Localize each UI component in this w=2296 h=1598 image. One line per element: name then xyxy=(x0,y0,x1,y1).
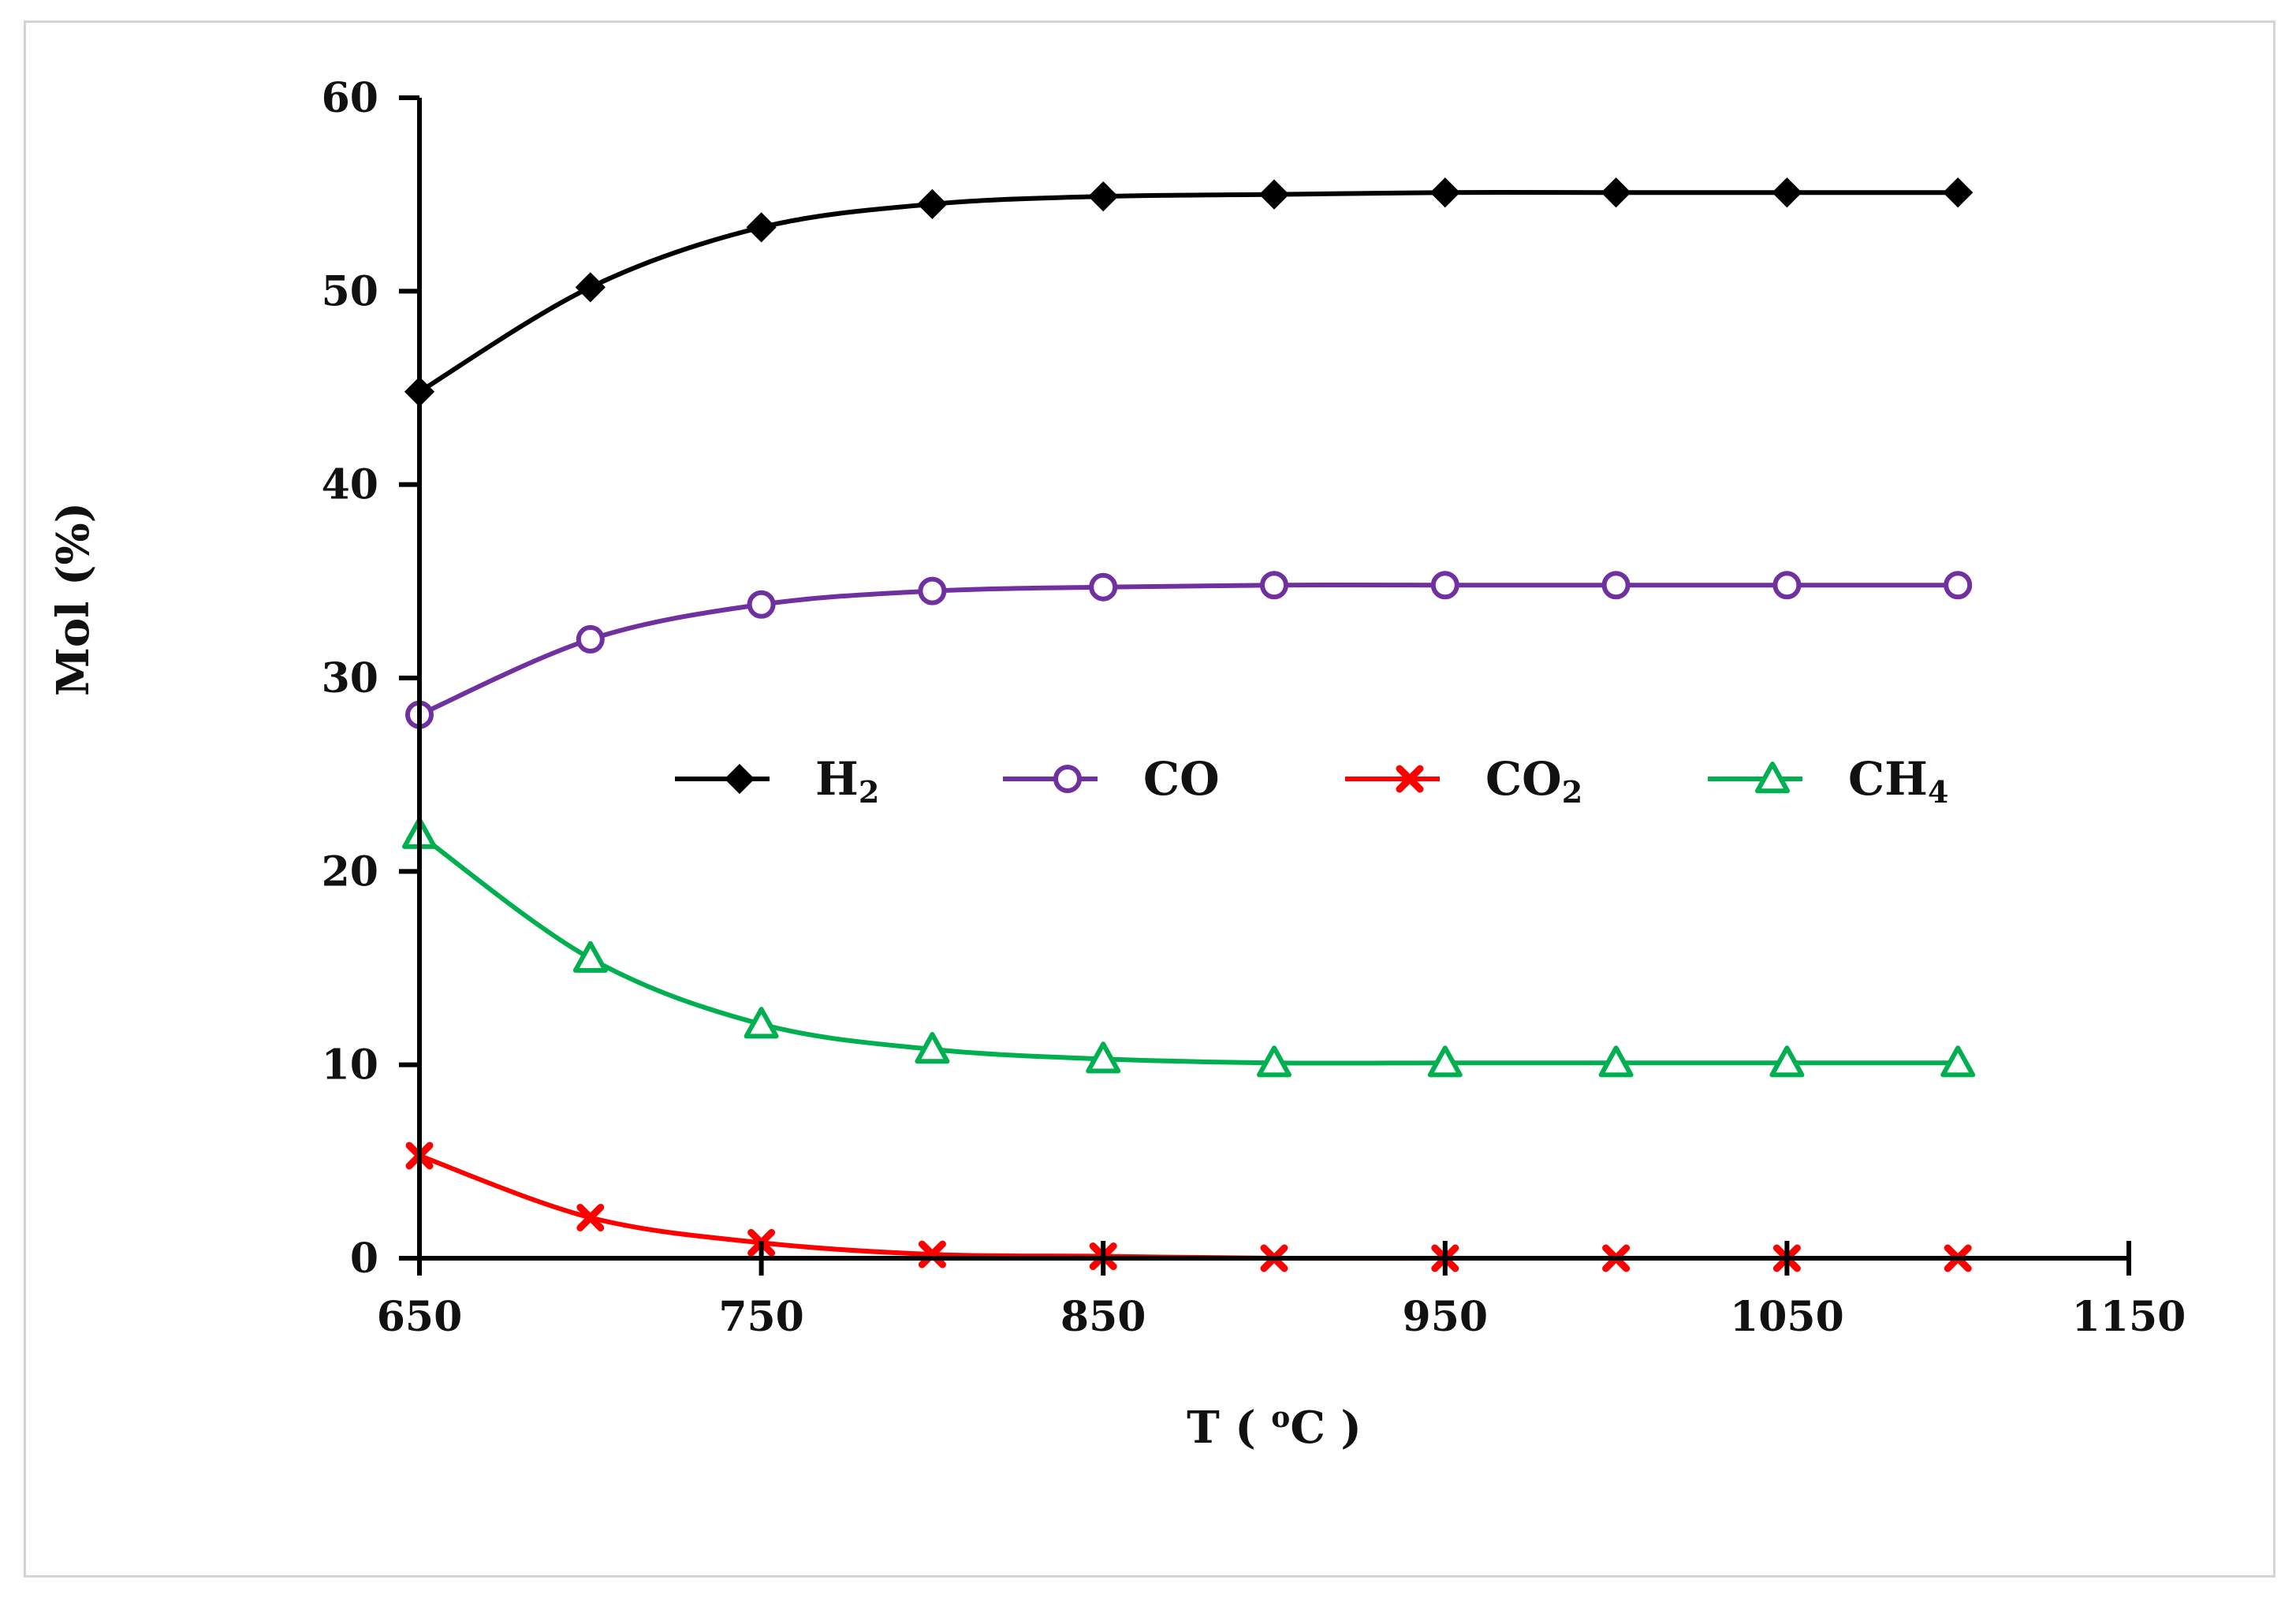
series-line-co xyxy=(418,583,1959,717)
y-tick-label: 30 xyxy=(322,654,378,702)
legend-marker-co xyxy=(1053,765,1082,793)
axis-layer: 0 10 20 30 40 50 60 650 750 850 950 1050 1150 T ( oC … xyxy=(47,74,2186,1454)
data-point-ch4 xyxy=(744,1007,779,1039)
data-point-h2 xyxy=(1601,177,1631,208)
data-point-ch4 xyxy=(1257,1045,1292,1078)
legend-label-co: CO xyxy=(1143,752,1220,806)
data-point-h2 xyxy=(1258,179,1290,210)
legend: H2 CO CO2 CH4 xyxy=(675,752,1948,810)
data-point-co xyxy=(747,590,776,619)
data-point-ch4 xyxy=(915,1032,950,1064)
x-tick-label: 950 xyxy=(1403,1293,1489,1341)
data-point-co xyxy=(1944,571,1973,600)
data-point-co xyxy=(576,624,605,654)
data-point-ch4 xyxy=(1769,1045,1805,1078)
legend-label-h2: H2 xyxy=(815,752,879,810)
y-tick-label: 0 xyxy=(350,1235,378,1283)
data-point-co xyxy=(1430,571,1459,600)
data-point-ch4 xyxy=(1086,1041,1121,1074)
data-point-h2 xyxy=(1429,177,1460,208)
legend-marker-co2 xyxy=(1396,765,1424,793)
data-point-co xyxy=(1601,571,1631,600)
data-point-ch4 xyxy=(1427,1045,1463,1078)
series-line-h2 xyxy=(418,190,1959,394)
data-point-co xyxy=(918,576,947,605)
data-point-ch4 xyxy=(572,941,608,973)
y-tick-label: 50 xyxy=(322,267,378,315)
legend-label-ch4: CH4 xyxy=(1848,752,1948,810)
data-point-co xyxy=(1089,572,1118,602)
y-tick-label: 20 xyxy=(322,847,378,896)
y-tick-label: 40 xyxy=(322,461,378,509)
data-point-co2 xyxy=(576,1203,605,1231)
legend-label-co2: CO2 xyxy=(1485,752,1582,810)
y-tick-label: 10 xyxy=(322,1041,378,1090)
x-tick-label: 650 xyxy=(377,1293,463,1341)
series-line-ch4 xyxy=(418,833,1959,1066)
legend-marker-ch4 xyxy=(1755,762,1790,794)
data-point-co2 xyxy=(918,1240,946,1268)
legend-marker-h2 xyxy=(724,763,755,795)
data-point-h2 xyxy=(746,212,777,243)
x-tick-label: 1050 xyxy=(1730,1293,1844,1341)
data-point-h2 xyxy=(917,188,948,220)
x-tick-label: 1150 xyxy=(2072,1293,2186,1341)
y-tick-label: 60 xyxy=(322,74,378,122)
x-axis-title: T ( oC ) xyxy=(1187,1401,1362,1454)
x-tick-label: 850 xyxy=(1060,1293,1146,1341)
data-point-co xyxy=(1772,571,1802,600)
data-point-h2 xyxy=(1772,177,1802,208)
series-line-co2 xyxy=(418,1153,1959,1261)
data-point-h2 xyxy=(1088,181,1119,212)
y-axis-title: Mol (%) xyxy=(47,502,99,696)
data-point-h2 xyxy=(575,272,606,303)
x-tick-label: 750 xyxy=(718,1293,804,1341)
data-point-ch4 xyxy=(1598,1045,1634,1078)
data-point-ch4 xyxy=(1940,1045,1976,1078)
data-point-co xyxy=(1260,571,1288,600)
series-layer xyxy=(402,177,1976,1272)
data-point-h2 xyxy=(1943,177,1974,208)
figure-frame xyxy=(24,20,2276,1578)
